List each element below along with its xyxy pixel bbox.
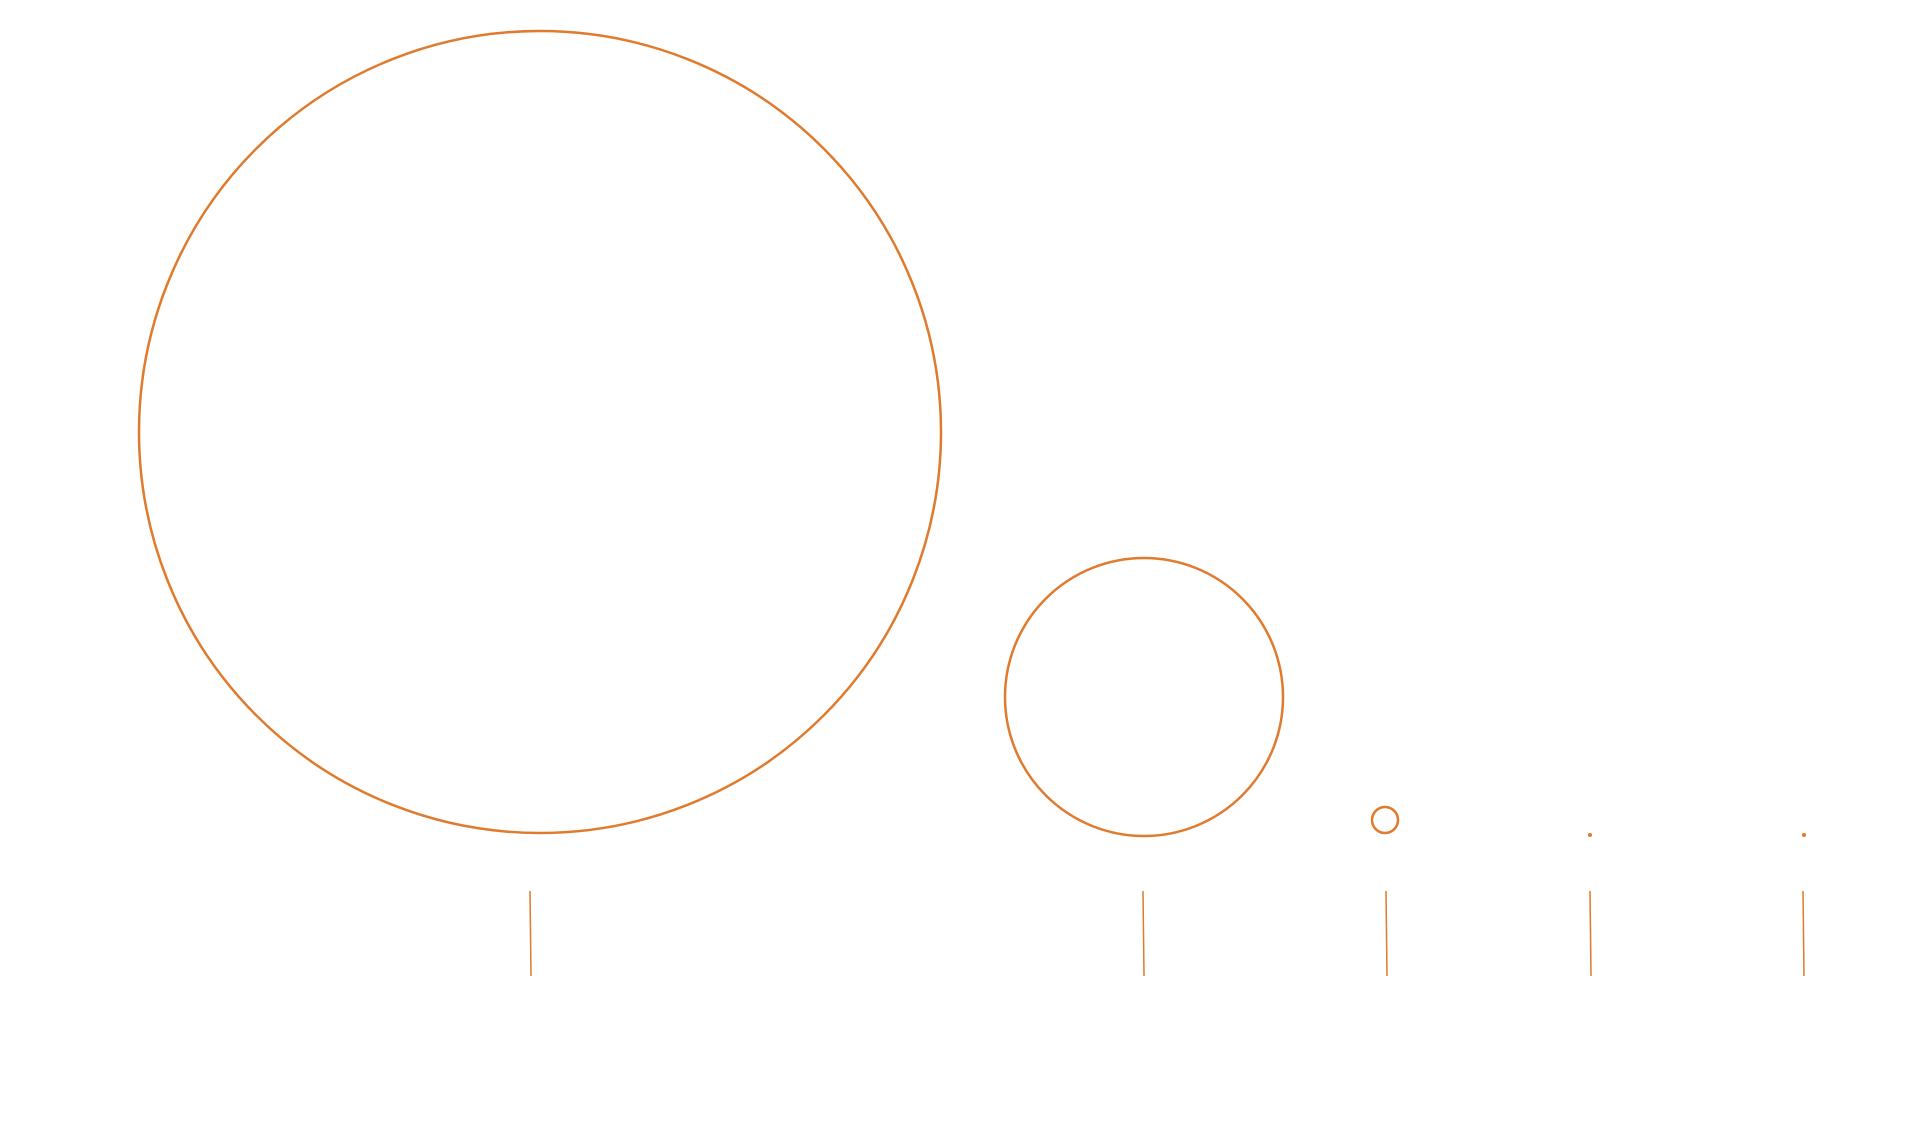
- circle-5: [1802, 833, 1806, 837]
- circle-2-group: [1003, 556, 1285, 977]
- circle-2: [1003, 556, 1285, 838]
- circle-1: [137, 29, 943, 835]
- circle-5-group: [1802, 833, 1806, 977]
- circle-1-marker-line: [529, 890, 532, 977]
- circle-1-group: [137, 29, 943, 977]
- circle-3: [1370, 805, 1400, 835]
- circle-2-marker-line: [1142, 890, 1145, 977]
- circle-4-group: [1588, 833, 1592, 977]
- circle-4-marker-line: [1589, 890, 1592, 977]
- circle-3-group: [1370, 805, 1400, 977]
- circle-5-marker-line: [1802, 890, 1805, 977]
- circle-4: [1588, 833, 1592, 837]
- circle-3-marker-line: [1385, 890, 1388, 977]
